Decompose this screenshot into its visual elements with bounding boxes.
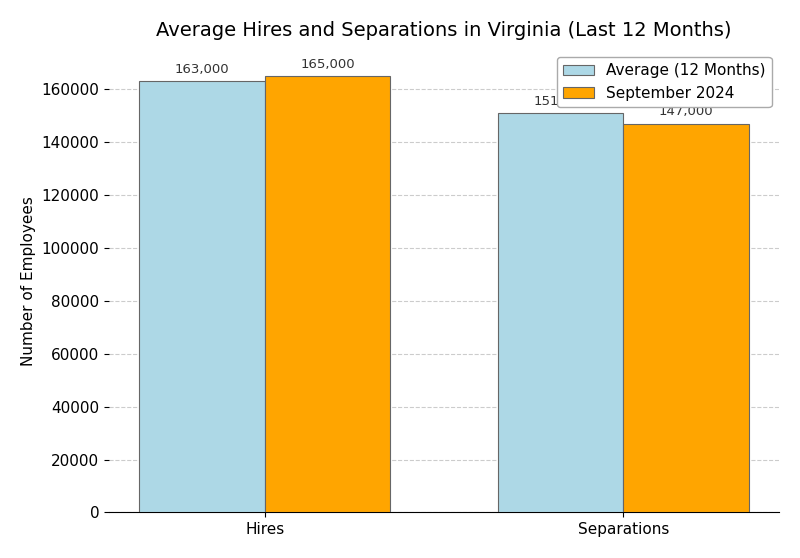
Bar [498,113,623,512]
Legend: Average (12 Months), September 2024: Average (12 Months), September 2024 [557,57,771,107]
Bar [265,76,390,512]
Bar [623,124,749,512]
Text: 147,000: 147,000 [658,105,714,118]
Text: 151,000: 151,000 [533,95,588,108]
Y-axis label: Number of Employees: Number of Employees [21,196,36,366]
Bar [139,81,265,512]
Text: 163,000: 163,000 [175,63,230,76]
Text: 165,000: 165,000 [300,57,355,71]
Title: Average Hires and Separations in Virginia (Last 12 Months): Average Hires and Separations in Virgini… [156,21,732,40]
